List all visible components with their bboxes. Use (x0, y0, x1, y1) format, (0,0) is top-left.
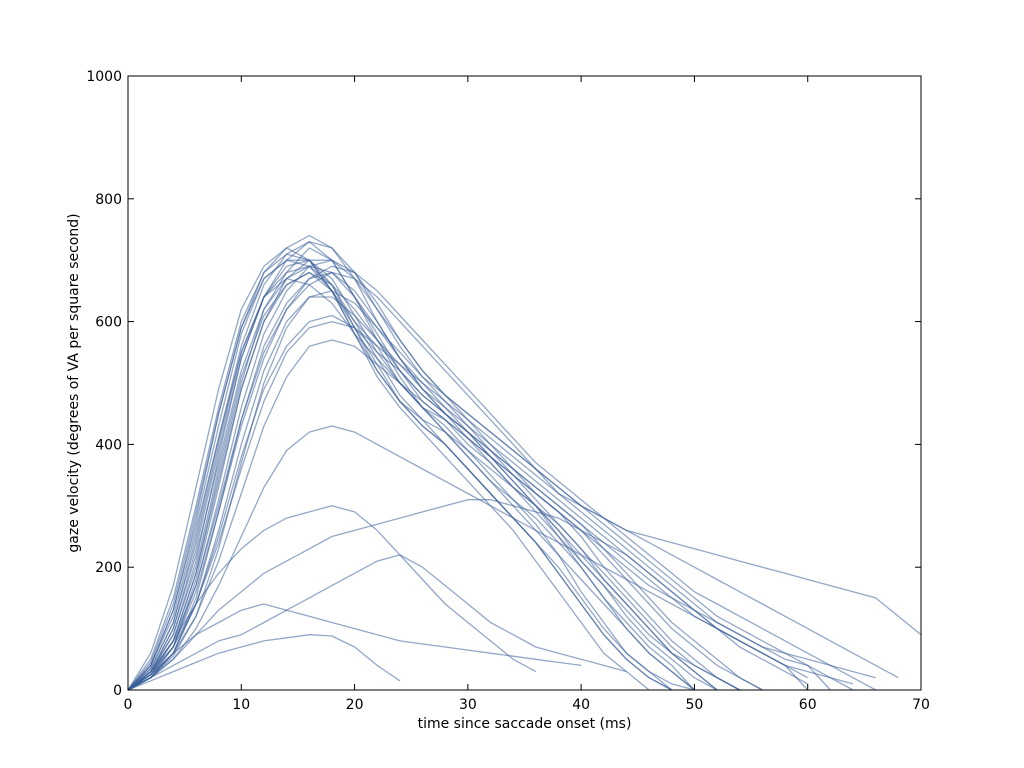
x-tick-label: 70 (912, 697, 930, 713)
series-line-28 (127, 554, 627, 691)
series-line-18 (127, 320, 899, 691)
y-tick-label: 600 (95, 315, 122, 331)
x-tick-label: 20 (346, 697, 364, 713)
y-tick-label: 400 (95, 437, 122, 453)
x-tick-label: 50 (686, 697, 704, 713)
series-line-26 (127, 499, 809, 691)
x-tick-label: 0 (124, 697, 133, 713)
series-line-19 (127, 339, 876, 691)
series-line-1 (127, 259, 695, 691)
series-line-14 (127, 290, 922, 691)
series-line-11 (127, 247, 673, 691)
x-tick-label: 30 (459, 697, 477, 713)
y-tick-label: 800 (95, 192, 122, 208)
series-line-25 (127, 259, 763, 691)
series-line-24 (127, 234, 718, 691)
series-line-27 (127, 505, 537, 691)
series-layer (127, 234, 922, 691)
x-axis-label: time since saccade onset (ms) (418, 716, 632, 732)
series-line-20 (127, 425, 854, 691)
series-line-5 (127, 253, 650, 691)
x-tick-label: 10 (232, 697, 250, 713)
series-line-29 (127, 634, 401, 691)
y-tick-label: 0 (113, 683, 122, 699)
y-tick-label: 1000 (86, 69, 122, 85)
series-line-22 (127, 241, 741, 691)
y-axis-label: gaze velocity (degrees of VA per square … (66, 213, 82, 552)
plot-frame (127, 75, 922, 691)
series-line-23 (127, 241, 695, 691)
x-tick-label: 60 (799, 697, 817, 713)
series-line-30 (127, 603, 582, 691)
tick-layer: 0 10 20 30 40 50 60 70 0 200 400 600 800 1000 (86, 69, 930, 713)
x-tick-label: 40 (572, 697, 590, 713)
series-line-16 (127, 265, 877, 691)
y-tick-label: 200 (95, 560, 122, 576)
